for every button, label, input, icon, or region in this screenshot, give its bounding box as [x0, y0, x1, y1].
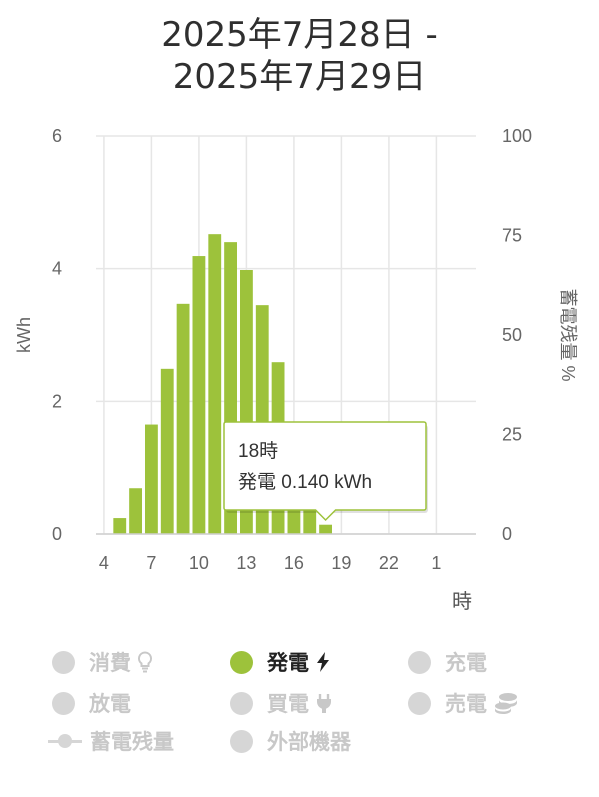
- coins-icon: [493, 691, 519, 715]
- y-axis-title: kWh: [14, 317, 34, 353]
- chart-title-line2: 2025年7月29日: [172, 57, 427, 97]
- y-tick-label: 2: [52, 391, 62, 411]
- y2-tick-label: 75: [502, 226, 522, 246]
- bar: [113, 518, 127, 534]
- y2-tick-label: 25: [502, 425, 522, 445]
- plug-icon: [315, 692, 333, 714]
- legend-label: 買電: [267, 692, 309, 716]
- legend-label: 蓄電残量: [90, 730, 174, 754]
- legend-item-battery-level[interactable]: 蓄電残量: [48, 726, 174, 756]
- legend-line-marker: [48, 729, 82, 753]
- x-tick-label: 13: [236, 553, 256, 573]
- y2-axis-title: 蓄電残量 %: [558, 288, 578, 381]
- bar: [208, 234, 222, 534]
- bar: [176, 303, 190, 534]
- legend-item-external-device[interactable]: 外部機器: [230, 726, 351, 756]
- legend-item-buy[interactable]: 買電: [230, 688, 333, 718]
- tooltip-box: [223, 421, 427, 522]
- legend-item-discharge[interactable]: 放電: [52, 688, 131, 718]
- x-tick-label: 10: [189, 553, 209, 573]
- y2-tick-label: 50: [502, 325, 522, 345]
- legend-dot: [52, 650, 75, 674]
- lightning-icon: [315, 651, 331, 673]
- y2-tick-label: 100: [502, 126, 532, 146]
- y2-tick-label: 0: [502, 524, 512, 544]
- x-axis-title: 時: [452, 590, 472, 613]
- y-tick-label: 6: [52, 126, 62, 146]
- legend-label: 外部機器: [267, 730, 351, 754]
- x-tick-label: 7: [146, 553, 156, 573]
- bar: [192, 256, 206, 534]
- legend-dot: [408, 691, 431, 715]
- bar: [319, 524, 332, 534]
- legend-item-consumption[interactable]: 消費: [52, 647, 153, 677]
- x-tick-label: 19: [331, 553, 351, 573]
- bar: [160, 368, 174, 534]
- x-tick-label: 1: [431, 553, 441, 573]
- y-tick-label: 4: [52, 259, 62, 279]
- legend-label: 売電: [445, 692, 487, 716]
- lightbulb-icon: [137, 651, 153, 673]
- legend-dot: [230, 650, 253, 674]
- bar: [129, 488, 142, 534]
- legend-item-sell[interactable]: 売電: [408, 688, 519, 718]
- legend-label: 発電: [267, 651, 309, 675]
- legend-dot: [52, 691, 75, 715]
- x-tick-label: 22: [379, 553, 399, 573]
- x-tick-label: 16: [284, 553, 304, 573]
- chart-title-line1: 2025年7月28日 -: [161, 15, 438, 55]
- legend-dot: [408, 650, 431, 674]
- legend-item-charge[interactable]: 充電: [408, 647, 487, 677]
- bar: [145, 424, 158, 534]
- tooltip-value: 発電 0.140 kWh: [238, 471, 372, 493]
- tooltip-title: 18時: [238, 440, 278, 462]
- legend-label: 放電: [89, 692, 131, 716]
- legend-dot: [230, 729, 253, 753]
- x-tick-label: 4: [99, 553, 109, 573]
- legend-label: 充電: [445, 651, 487, 675]
- y-tick-label: 0: [52, 524, 62, 544]
- legend-item-generation[interactable]: 発電: [230, 647, 331, 677]
- legend-dot: [230, 691, 253, 715]
- legend-label: 消費: [89, 651, 131, 675]
- chart-title: 2025年7月28日 - 2025年7月29日: [0, 14, 599, 98]
